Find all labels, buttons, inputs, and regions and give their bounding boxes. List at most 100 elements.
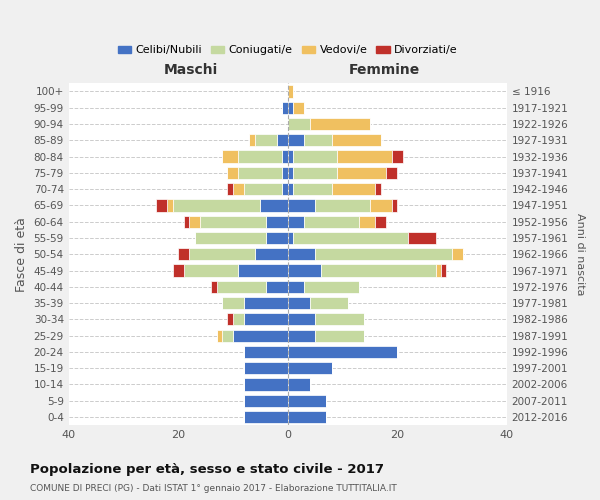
Bar xyxy=(227,167,238,179)
Bar xyxy=(287,330,315,342)
Bar xyxy=(287,280,304,293)
Bar xyxy=(315,248,452,260)
Bar xyxy=(238,167,282,179)
Bar xyxy=(255,248,287,260)
Text: COMUNE DI PRECI (PG) - Dati ISTAT 1° gennaio 2017 - Elaborazione TUTTITALIA.IT: COMUNE DI PRECI (PG) - Dati ISTAT 1° gen… xyxy=(30,484,397,493)
Bar xyxy=(287,297,310,309)
Bar xyxy=(244,362,287,374)
Bar xyxy=(222,330,233,342)
Bar xyxy=(244,378,287,390)
Bar xyxy=(392,150,403,162)
Text: Popolazione per età, sesso e stato civile - 2017: Popolazione per età, sesso e stato civil… xyxy=(30,462,384,475)
Bar xyxy=(287,264,320,276)
Bar xyxy=(293,150,337,162)
Bar xyxy=(287,167,293,179)
Bar xyxy=(167,200,173,211)
Bar xyxy=(266,280,287,293)
Bar xyxy=(337,167,386,179)
Bar xyxy=(244,297,287,309)
Bar xyxy=(238,150,282,162)
Bar xyxy=(233,313,244,326)
Bar xyxy=(287,248,315,260)
Bar xyxy=(287,102,293,114)
Bar xyxy=(287,216,304,228)
Bar xyxy=(293,102,304,114)
Bar xyxy=(315,330,364,342)
Bar xyxy=(184,216,189,228)
Bar xyxy=(227,183,233,195)
Text: Femmine: Femmine xyxy=(349,62,419,76)
Bar xyxy=(222,297,244,309)
Y-axis label: Anni di nascita: Anni di nascita xyxy=(575,213,585,296)
Bar xyxy=(287,313,315,326)
Bar xyxy=(244,411,287,423)
Bar xyxy=(310,118,370,130)
Bar xyxy=(287,346,397,358)
Bar xyxy=(266,216,287,228)
Bar xyxy=(244,183,282,195)
Bar xyxy=(173,200,260,211)
Bar xyxy=(244,346,287,358)
Legend: Celibi/Nubili, Coniugati/e, Vedovi/e, Divorziati/e: Celibi/Nubili, Coniugati/e, Vedovi/e, Di… xyxy=(113,41,462,60)
Bar xyxy=(287,200,315,211)
Bar xyxy=(408,232,436,244)
Bar xyxy=(266,232,287,244)
Bar xyxy=(184,264,238,276)
Bar xyxy=(287,150,293,162)
Bar xyxy=(244,394,287,407)
Bar xyxy=(392,200,397,211)
Bar xyxy=(189,248,255,260)
Bar xyxy=(320,264,436,276)
Bar xyxy=(376,216,386,228)
Bar xyxy=(293,232,408,244)
Bar xyxy=(227,313,233,326)
Bar xyxy=(282,183,287,195)
Bar xyxy=(200,216,266,228)
Bar xyxy=(282,102,287,114)
Bar xyxy=(211,280,217,293)
Bar xyxy=(337,150,392,162)
Bar xyxy=(359,216,376,228)
Bar xyxy=(376,183,381,195)
Bar xyxy=(287,86,293,98)
Bar xyxy=(287,232,293,244)
Bar xyxy=(331,134,381,146)
Bar xyxy=(287,362,331,374)
Bar xyxy=(217,330,222,342)
Bar xyxy=(222,150,238,162)
Bar xyxy=(282,150,287,162)
Text: Maschi: Maschi xyxy=(164,62,218,76)
Bar xyxy=(287,394,326,407)
Bar xyxy=(282,167,287,179)
Bar xyxy=(178,248,189,260)
Bar xyxy=(189,216,200,228)
Bar xyxy=(310,297,348,309)
Bar xyxy=(436,264,441,276)
Bar xyxy=(315,313,364,326)
Bar xyxy=(250,134,255,146)
Bar xyxy=(233,183,244,195)
Bar xyxy=(260,200,287,211)
Bar xyxy=(287,378,310,390)
Bar xyxy=(441,264,446,276)
Bar xyxy=(238,264,287,276)
Bar xyxy=(255,134,277,146)
Bar xyxy=(156,200,167,211)
Bar xyxy=(304,134,331,146)
Bar xyxy=(244,313,287,326)
Bar xyxy=(452,248,463,260)
Bar xyxy=(217,280,266,293)
Bar xyxy=(331,183,376,195)
Bar xyxy=(287,134,304,146)
Bar xyxy=(315,200,370,211)
Bar xyxy=(287,118,310,130)
Bar xyxy=(287,183,293,195)
Bar xyxy=(293,167,337,179)
Bar xyxy=(194,232,266,244)
Bar xyxy=(370,200,392,211)
Bar xyxy=(233,330,287,342)
Bar xyxy=(304,280,359,293)
Y-axis label: Fasce di età: Fasce di età xyxy=(15,217,28,292)
Bar xyxy=(304,216,359,228)
Bar xyxy=(277,134,287,146)
